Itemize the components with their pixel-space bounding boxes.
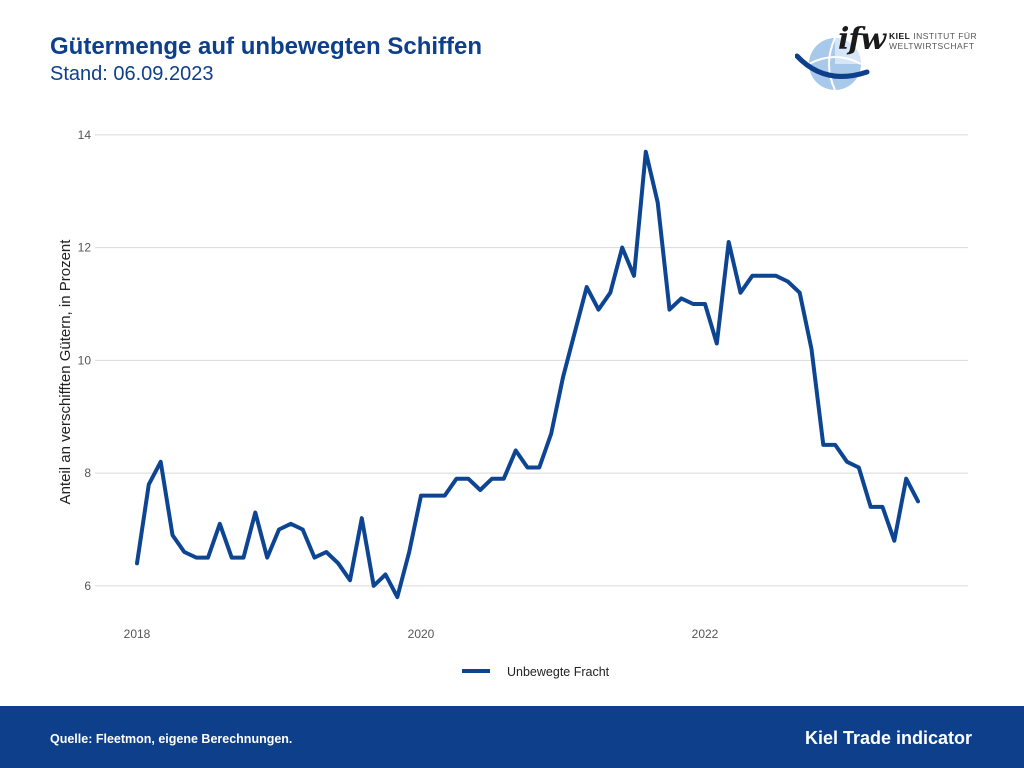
y-tick-label: 12: [78, 241, 92, 255]
series-lines: [135, 149, 920, 600]
source-note: Quelle: Fleetmon, eigene Berechnungen.: [50, 732, 293, 746]
grid-lines: [95, 134, 968, 587]
y-tick-label: 8: [84, 466, 91, 480]
page-title: Gütermenge auf unbewegten Schiffen: [50, 33, 483, 60]
globe-icon: [794, 37, 870, 91]
logo-mark: ifw: [838, 22, 886, 57]
y-tick-label: 6: [84, 579, 91, 593]
y-tick-label: 14: [78, 128, 92, 142]
brand-name: Kiel Trade indicator: [804, 728, 972, 748]
page-subtitle: Stand: 06.09.2023: [50, 63, 214, 85]
y-tick-labels: 6 8 10 12 14: [78, 128, 92, 593]
y-tick-label: 10: [78, 353, 92, 367]
x-tick-labels: 2018 2020 2022: [124, 627, 719, 641]
legend: Unbewegte Fracht: [462, 665, 610, 679]
ifw-logo: ifw KIEL INSTITUT FÜR WELTWIRTSCHAFT: [794, 20, 985, 95]
footer-bar: Quelle: Fleetmon, eigene Berechnungen. K…: [0, 706, 1024, 768]
logo-text-line2: WELTWIRTSCHAFT: [889, 41, 975, 51]
line-chart: 6 8 10 12 14 2018 2020 2022 Anteil an verschif…: [57, 128, 968, 679]
legend-label: Unbewegte Fracht: [507, 665, 610, 679]
x-tick-label: 2018: [124, 627, 151, 641]
y-axis-label: Anteil an verschifften Gütern, in Prozen…: [57, 239, 74, 505]
x-tick-label: 2022: [692, 627, 719, 641]
series-line: [135, 149, 920, 600]
logo-text-line1: KIEL INSTITUT FÜR: [889, 31, 978, 41]
x-tick-label: 2020: [408, 627, 435, 641]
